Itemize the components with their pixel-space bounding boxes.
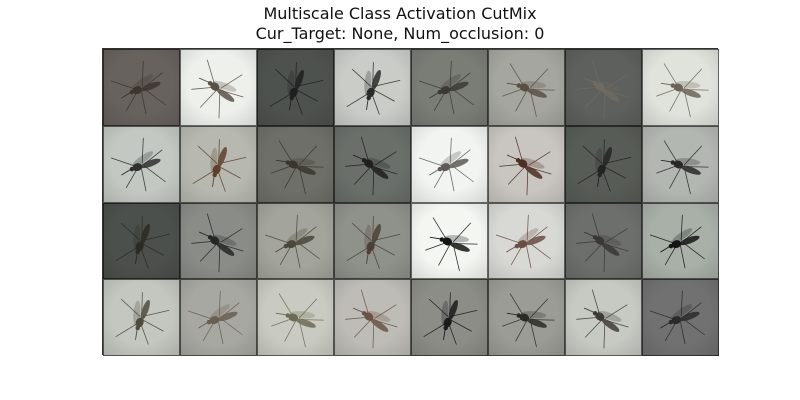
mosquito-image	[656, 63, 709, 118]
mosquito-photo-tile	[103, 202, 180, 280]
mosquito-photo-tile	[642, 279, 719, 356]
mosquito-image	[576, 213, 629, 272]
mosquito-photo-tile	[257, 202, 334, 280]
mosquito-image	[649, 290, 705, 345]
mosquito-image	[110, 137, 166, 192]
mosquito-image	[191, 59, 244, 119]
mosquito-image	[187, 290, 243, 345]
mosquito-image	[425, 216, 478, 271]
mosquito-image	[115, 215, 170, 269]
mosquito-photo-tile	[642, 125, 719, 203]
mosquito-photo-tile	[180, 279, 257, 356]
mosquito-image	[656, 140, 709, 194]
mosquito-image	[191, 213, 244, 272]
mosquito-photo-tile	[257, 279, 334, 356]
mosquito-photo-tile	[565, 49, 642, 126]
mosquito-photo-tile	[411, 49, 488, 126]
mosquito-photo-tile	[488, 49, 565, 126]
mosquito-photo-tile	[488, 125, 565, 203]
mosquito-image	[264, 214, 320, 268]
mosquito-photo-tile	[642, 202, 719, 280]
mosquito-photo-tile	[180, 202, 257, 280]
mosquito-image	[271, 140, 324, 194]
mosquito-photo-tile	[411, 279, 488, 356]
mosquito-photo-tile	[257, 125, 334, 203]
mosquito-photo-tile	[411, 202, 488, 280]
mosquito-image	[576, 59, 629, 119]
mosquito-photo-tile	[411, 125, 488, 203]
mosquito-image	[346, 62, 401, 115]
mosquito-image-grid	[102, 48, 719, 356]
mosquito-photo-tile	[565, 279, 642, 356]
mosquito-image	[418, 137, 474, 192]
mosquito-photo-tile	[334, 279, 411, 356]
mosquito-image	[110, 60, 166, 115]
mosquito-image	[269, 62, 324, 115]
mosquito-photo-tile	[103, 125, 180, 203]
mosquito-image	[271, 293, 324, 348]
mosquito-photo-tile	[334, 202, 411, 280]
mosquito-photo-tile	[180, 49, 257, 126]
mosquito-photo-tile	[642, 49, 719, 126]
mosquito-image	[345, 289, 398, 349]
mosquito-photo-tile	[488, 279, 565, 356]
mosquito-image	[649, 214, 705, 268]
mosquito-image	[502, 63, 555, 118]
mosquito-image	[423, 292, 478, 345]
mosquito-image	[346, 215, 401, 269]
mosquito-photo-tile	[488, 202, 565, 280]
mosquito-photo-tile	[257, 49, 334, 126]
mosquito-photo-tile	[565, 202, 642, 280]
mosquito-image	[495, 214, 551, 268]
mosquito-photo-tile	[565, 125, 642, 203]
mosquito-photo-tile	[103, 279, 180, 356]
mosquito-image	[576, 289, 629, 349]
mosquito-photo-tile	[334, 49, 411, 126]
figure-subtitle: Cur_Target: None, Num_occlusion: 0	[255, 24, 545, 43]
mosquito-image	[115, 292, 170, 345]
mosquito-image	[418, 60, 474, 115]
mosquito-image	[577, 138, 632, 192]
mosquito-image	[499, 136, 552, 196]
mosquito-image	[345, 136, 398, 196]
mosquito-image	[502, 293, 555, 348]
mosquito-image	[192, 138, 247, 192]
mosquito-photo-tile	[103, 49, 180, 126]
mosquito-photo-tile	[180, 125, 257, 203]
figure-title: Multiscale Class Activation CutMix	[263, 4, 537, 23]
mosquito-photo-tile	[334, 125, 411, 203]
